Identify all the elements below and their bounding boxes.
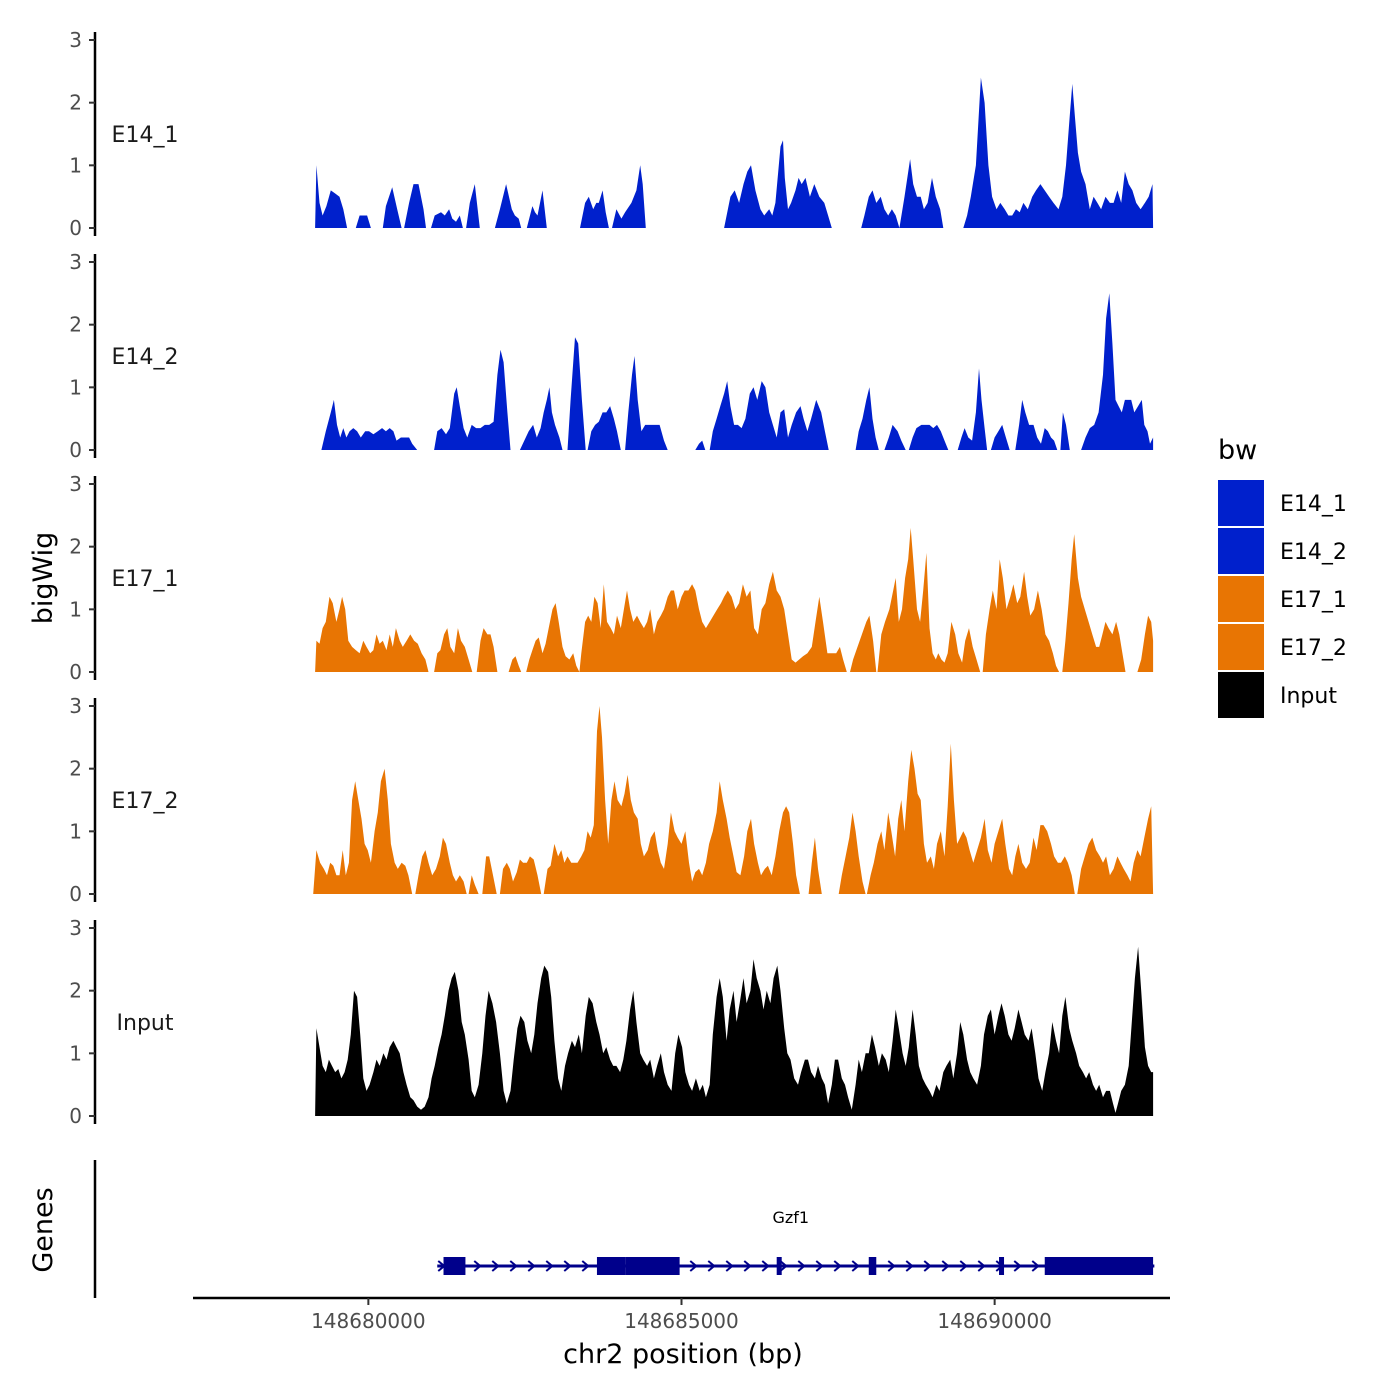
gene-label: Gzf1 — [772, 1208, 809, 1227]
genes-axis-title: Genes — [28, 1187, 59, 1272]
y-tick-label: 1 — [69, 819, 82, 843]
x-axis-title: chr2 position (bp) — [563, 1339, 803, 1370]
gene-exon — [999, 1257, 1005, 1275]
panel-e14-2: 0 1 2 3 E14_2 — [69, 250, 1154, 462]
panel-label: E17_1 — [112, 567, 179, 592]
panel-label: E14_1 — [112, 123, 179, 148]
y-tick-label: 1 — [69, 375, 82, 399]
strand-arrow — [689, 1260, 698, 1272]
legend-item-e14-2: E14_2 — [1218, 528, 1347, 574]
legend-label: E17_1 — [1280, 588, 1347, 613]
y-tick-label: 2 — [69, 313, 82, 337]
strand-arrow — [725, 1260, 734, 1272]
gene-exon — [1044, 1257, 1154, 1275]
x-tick-label: 148685000 — [624, 1309, 739, 1333]
legend-item-e17-2: E17_2 — [1218, 624, 1347, 670]
strand-arrow — [707, 1260, 716, 1272]
y-tick-label: 1 — [69, 1041, 82, 1065]
series-area-e17-1 — [315, 527, 1154, 672]
strand-arrow — [527, 1260, 536, 1272]
y-tick-label: 0 — [69, 1104, 82, 1128]
y-tick-label: 2 — [69, 535, 82, 559]
x-axis: 148680000 148685000 148690000 — [193, 1296, 1170, 1333]
gene-exon — [596, 1257, 626, 1275]
panel-label: Input — [117, 1011, 174, 1036]
legend-title: bw — [1218, 435, 1257, 466]
y-tick-label: 0 — [69, 438, 82, 462]
legend-label: Input — [1280, 684, 1337, 709]
y-tick-label: 3 — [69, 250, 82, 274]
legend-swatch — [1218, 624, 1264, 670]
strand-arrow — [761, 1260, 770, 1272]
y-tick-label: 2 — [69, 757, 82, 781]
legend-swatch — [1218, 672, 1264, 718]
panel-input: 0 1 2 3 Input — [69, 916, 1154, 1128]
strand-arrow — [887, 1260, 896, 1272]
panel-label: E14_2 — [112, 345, 179, 370]
strand-arrow — [581, 1260, 590, 1272]
strand-arrow — [1031, 1260, 1040, 1272]
legend: bw E14_1 E14_2 E17_1 E17_2 Input — [1218, 435, 1347, 718]
y-tick-label: 1 — [69, 153, 82, 177]
strand-arrow — [545, 1260, 554, 1272]
y-tick-label: 3 — [69, 472, 82, 496]
strand-arrow — [851, 1260, 860, 1272]
strand-arrow — [563, 1260, 572, 1272]
strand-arrow — [815, 1260, 824, 1272]
panel-e17-1: 0 1 2 3 E17_1 — [69, 472, 1154, 684]
y-tick-label: 2 — [69, 979, 82, 1003]
strand-arrow — [473, 1260, 482, 1272]
y-tick-label: 0 — [69, 216, 82, 240]
strand-arrow — [779, 1260, 788, 1272]
x-tick-label: 148680000 — [311, 1309, 426, 1333]
y-tick-label: 0 — [69, 660, 82, 684]
y-tick-label: 1 — [69, 597, 82, 621]
y-tick-label: 0 — [69, 882, 82, 906]
legend-swatch — [1218, 576, 1264, 622]
gene-exon — [625, 1257, 680, 1275]
strand-arrow — [941, 1260, 950, 1272]
y-axis-title: bigWig — [28, 532, 59, 625]
gene-exon — [443, 1257, 466, 1275]
series-area-input — [315, 946, 1154, 1116]
y-tick-label: 3 — [69, 694, 82, 718]
series-area-e17-2 — [313, 706, 1154, 894]
gene-gzf1: Gzf1 — [437, 1208, 1155, 1275]
panel-label: E17_2 — [112, 789, 179, 814]
gene-exon — [776, 1257, 782, 1275]
legend-label: E14_2 — [1280, 540, 1347, 565]
strand-arrow — [959, 1260, 968, 1272]
y-tick-label: 3 — [69, 28, 82, 52]
legend-swatch — [1218, 480, 1264, 526]
legend-item-e17-1: E17_1 — [1218, 576, 1347, 622]
strand-arrow — [1013, 1260, 1022, 1272]
strand-arrow — [923, 1260, 932, 1272]
genes-panel: Gzf1 — [93, 1160, 1155, 1298]
gene-exon — [868, 1257, 877, 1275]
legend-label: E17_2 — [1280, 636, 1347, 661]
strand-arrow — [977, 1260, 986, 1272]
strand-arrow — [797, 1260, 806, 1272]
strand-arrow — [905, 1260, 914, 1272]
legend-swatch — [1218, 528, 1264, 574]
series-area-e14-2 — [321, 293, 1154, 450]
panel-e14-1: 0 1 2 3 E14_1 — [69, 28, 1154, 240]
strand-arrow — [491, 1260, 500, 1272]
legend-item-input: Input — [1218, 672, 1337, 718]
signal-panels: 0 1 2 3 E14_1 0 1 2 3 E14_2 0 1 2 3 E17_1 0 1 2 3 E17_2 0 1 2 3… — [69, 28, 1154, 1128]
y-tick-label: 2 — [69, 91, 82, 115]
y-tick-label: 3 — [69, 916, 82, 940]
strand-arrow — [509, 1260, 518, 1272]
legend-label: E14_1 — [1280, 492, 1347, 517]
legend-item-e14-1: E14_1 — [1218, 480, 1347, 526]
strand-arrow — [743, 1260, 752, 1272]
panel-e17-2: 0 1 2 3 E17_2 — [69, 694, 1154, 906]
x-tick-label: 148690000 — [937, 1309, 1052, 1333]
series-area-e14-1 — [315, 77, 1154, 228]
strand-arrow — [833, 1260, 842, 1272]
